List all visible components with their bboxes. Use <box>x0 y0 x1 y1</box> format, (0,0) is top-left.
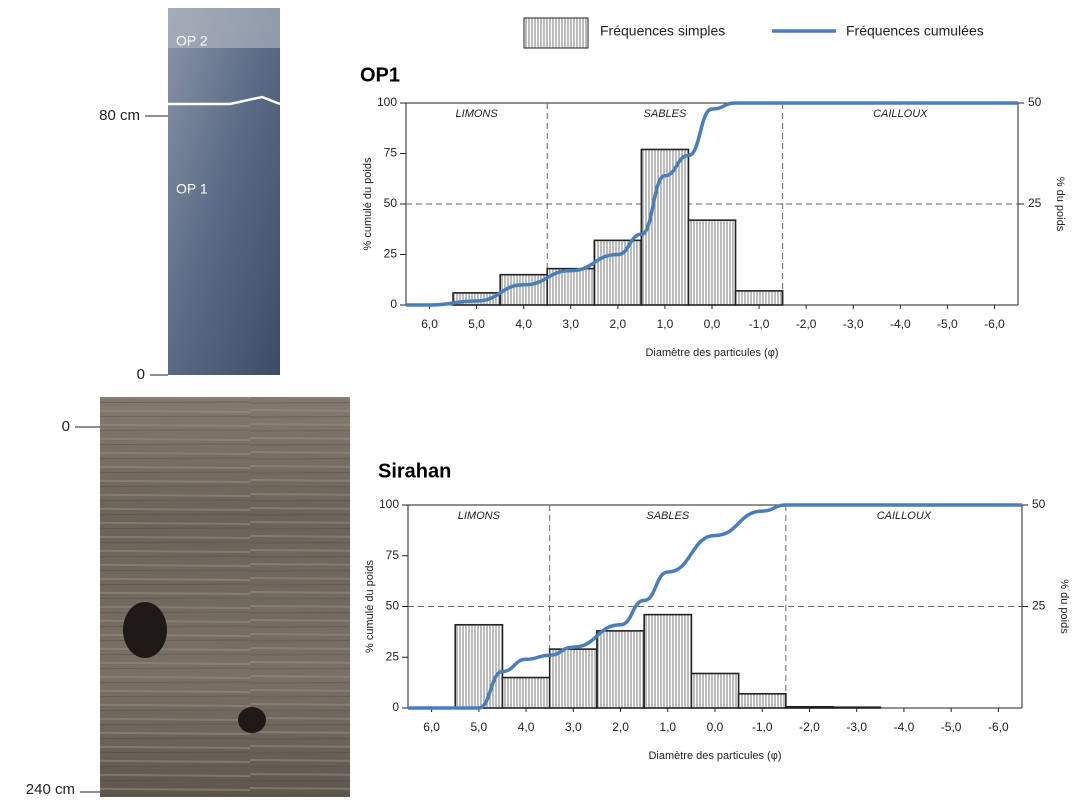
x-tick-label: -4,0 <box>894 720 915 734</box>
horizon-label: OP 2 <box>176 33 208 49</box>
photo-light <box>168 8 280 48</box>
depth-label: 0 <box>137 366 145 383</box>
x-tick-label: 2,0 <box>612 720 629 734</box>
zone-label: LIMONS <box>456 108 499 120</box>
x-tick-label: 3,0 <box>565 720 582 734</box>
bar <box>548 648 598 709</box>
y2-tick-label: 50 <box>1032 497 1046 511</box>
x-tick-label: -6,0 <box>984 317 1005 331</box>
y-axis-label: % cumulé du poids <box>362 157 374 250</box>
y-axis-label: % cumulé du poids <box>364 560 376 653</box>
chart-title: OP1 <box>360 64 400 86</box>
y-tick-label: 75 <box>386 548 400 562</box>
zone-label: SABLES <box>644 108 687 120</box>
legend: Fréquences simples Fréquences cumulées <box>523 17 984 49</box>
y-tick-label: 0 <box>392 700 399 714</box>
zone-label: CAILLOUX <box>873 108 928 120</box>
chart-title: Sirahan <box>378 460 451 482</box>
x-tick-label: 1,0 <box>659 720 676 734</box>
y-tick-label: 25 <box>384 247 398 261</box>
x-tick-label: 4,0 <box>518 720 535 734</box>
legend-swatch <box>523 17 589 49</box>
horizon-label: OP 1 <box>176 181 208 197</box>
photo-hole <box>123 602 167 658</box>
x-tick-label: -5,0 <box>941 720 962 734</box>
chart: Sirahan LIMONS SABLES CAILLOUX 0 25 50 75 100 25 5… <box>364 460 1070 762</box>
y2-tick-label: 50 <box>1028 95 1042 109</box>
depth-label: 80 cm <box>99 107 140 124</box>
x-tick-label: -1,0 <box>749 317 770 331</box>
y-tick-label: 100 <box>377 95 397 109</box>
cumulative-line <box>407 503 1022 710</box>
legend-label: Fréquences cumulées <box>846 23 984 39</box>
x-tick-label: 1,0 <box>657 317 674 331</box>
x-tick-label: -2,0 <box>799 720 820 734</box>
depth-label: 0 <box>62 418 70 435</box>
x-tick-label: 5,0 <box>468 317 485 331</box>
horizon-line <box>168 95 281 106</box>
zone-label: LIMONS <box>458 510 501 522</box>
photo-hole <box>238 707 266 733</box>
y2-axis-label: % du poids <box>1054 177 1066 232</box>
bar <box>785 705 834 709</box>
bar <box>832 706 882 709</box>
x-tick-label: 2,0 <box>610 317 627 331</box>
bar <box>454 623 504 709</box>
y2-axis-label: % du poids <box>1058 579 1070 634</box>
x-tick-label: -6,0 <box>988 720 1009 734</box>
x-tick-label: 0,0 <box>704 317 721 331</box>
legend-label: Fréquences simples <box>600 23 725 39</box>
x-tick-label: -3,0 <box>843 317 864 331</box>
y2-tick-label: 25 <box>1028 196 1042 210</box>
photo-strata <box>100 397 350 797</box>
bar <box>593 239 643 306</box>
y-tick-label: 75 <box>384 146 398 160</box>
x-tick-label: 6,0 <box>423 720 440 734</box>
zone-label: CAILLOUX <box>877 510 932 522</box>
bar <box>643 613 693 709</box>
bar <box>690 672 740 709</box>
x-tick-label: -2,0 <box>796 317 817 331</box>
x-tick-label: 3,0 <box>562 317 579 331</box>
x-tick-label: -4,0 <box>890 317 911 331</box>
y-tick-label: 100 <box>379 497 399 511</box>
bar <box>687 219 737 306</box>
x-axis-label: Diamètre des particules (φ) <box>648 750 781 762</box>
depth-label: 240 cm <box>26 781 75 798</box>
bar <box>501 676 551 709</box>
y-tick-label: 50 <box>386 599 400 613</box>
x-tick-label: -1,0 <box>752 720 773 734</box>
zone-label: SABLES <box>646 510 689 522</box>
x-tick-label: 6,0 <box>421 317 438 331</box>
y-tick-label: 50 <box>384 196 398 210</box>
x-tick-label: 0,0 <box>707 720 724 734</box>
y2-tick-label: 25 <box>1032 599 1046 613</box>
cumulative-line <box>406 101 1018 307</box>
bar <box>734 290 784 306</box>
y-tick-label: 0 <box>390 297 397 311</box>
bar <box>596 630 645 709</box>
x-tick-label: -5,0 <box>937 317 958 331</box>
profile-photo-1: OP 2 OP 1 80 cm 0 <box>99 8 281 383</box>
photo <box>168 8 280 375</box>
x-tick-label: -3,0 <box>846 720 867 734</box>
y-tick-label: 25 <box>386 649 400 663</box>
bar <box>737 692 787 709</box>
x-axis-label: Diamètre des particules (φ) <box>645 347 778 359</box>
x-tick-label: 5,0 <box>471 720 488 734</box>
chart: OP1 LIMONS SABLES CAILLOUX 0 25 50 75 100 25 50 6,0… <box>360 64 1066 359</box>
profile-photo-2: 0 240 cm <box>26 397 350 798</box>
x-tick-label: 4,0 <box>515 317 532 331</box>
